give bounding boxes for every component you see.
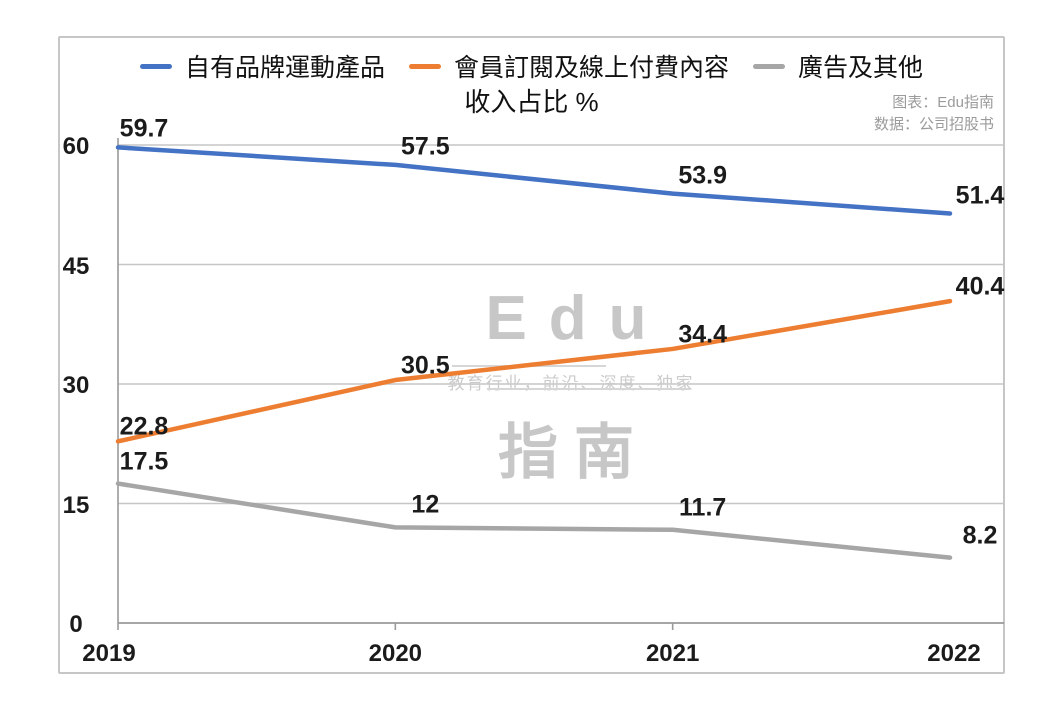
x-tick-label-2021: 2021 <box>645 640 700 667</box>
card-border <box>58 36 1005 674</box>
legend-item-own-brand: 自有品牌運動產品 <box>139 48 385 84</box>
x-tick-label-2020: 2020 <box>368 640 423 667</box>
data-label-s2-2019: 17.5 <box>119 447 169 476</box>
data-label-s1-2021: 34.4 <box>678 320 727 349</box>
source-chart-credit: 图表：Edu指南 <box>892 94 994 111</box>
y-tick-label-30: 30 <box>62 372 90 399</box>
y-tick-label-15: 15 <box>62 491 90 519</box>
source-block: 图表：Edu指南 数据：公司招股书 <box>874 92 994 136</box>
line-swatch-icon <box>408 63 441 69</box>
data-label-s0-2021: 53.9 <box>678 161 727 190</box>
series-line-2 <box>115 481 953 560</box>
legend-label: 自有品牌運動產品 <box>184 54 385 82</box>
data-label-s2-2021: 11.7 <box>679 493 727 522</box>
data-label-s0-2019: 59.7 <box>119 114 169 143</box>
line-swatch-icon <box>139 63 172 69</box>
chart-title: 收入占比 % <box>464 87 599 117</box>
data-label-s1-2019: 22.8 <box>119 412 169 441</box>
legend-item-membership: 會員訂閱及線上付費內容 <box>408 48 729 84</box>
legend-item-ads: 廣告及其他 <box>753 48 923 84</box>
legend-label: 廣告及其他 <box>798 54 924 82</box>
data-label-s2-2022: 8.2 <box>962 521 998 550</box>
series-line-0 <box>115 145 953 216</box>
y-tick-label-45: 45 <box>62 252 90 280</box>
line-swatch-icon <box>753 63 785 69</box>
y-tick-label-0: 0 <box>69 611 83 638</box>
legend: 自有品牌運動產品 會員訂閱及線上付費內容 廣告及其他 <box>60 48 1003 84</box>
data-label-s1-2022: 40.4 <box>955 272 1005 301</box>
source-data-credit: 数据：公司招股书 <box>873 116 994 133</box>
data-label-s0-2020: 57.5 <box>400 132 450 161</box>
data-label-s1-2020: 30.5 <box>400 351 450 380</box>
data-label-s2-2020: 12 <box>411 490 440 519</box>
y-tick-label-60: 60 <box>62 133 90 160</box>
x-tick-label-2019: 2019 <box>82 640 136 667</box>
data-label-s0-2022: 51.4 <box>955 181 1005 209</box>
legend-label: 會員訂閱及線上付費內容 <box>453 54 729 82</box>
x-tick-label-2022: 2022 <box>927 640 981 667</box>
series-line-1 <box>115 298 953 444</box>
